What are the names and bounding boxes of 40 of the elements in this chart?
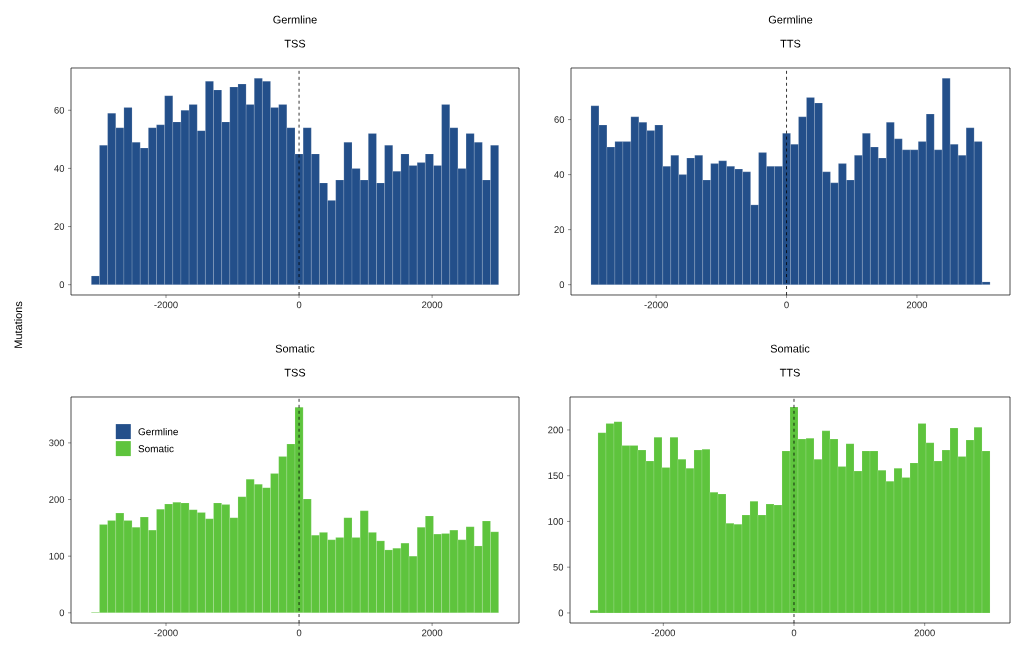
x-tick-label: 0 bbox=[296, 629, 302, 637]
y-tick-label: 200 bbox=[49, 496, 65, 503]
y-tick-label: 60 bbox=[554, 116, 565, 123]
x-tick-label: 2000 bbox=[906, 301, 928, 309]
x-tick-label: 2000 bbox=[422, 301, 443, 309]
x-tick-label: 0 bbox=[784, 301, 789, 309]
y-tick-label: 20 bbox=[554, 226, 565, 233]
y-tick-label: 150 bbox=[548, 472, 564, 480]
x-tick-label: 0 bbox=[791, 629, 797, 637]
y-tick-label: 100 bbox=[548, 518, 564, 525]
y-tick-label: 0 bbox=[59, 609, 65, 617]
y-tick-label: 0 bbox=[59, 281, 65, 289]
y-tick-label: 0 bbox=[559, 281, 565, 289]
chart-title: Germline bbox=[273, 15, 317, 24]
text: Germline bbox=[138, 427, 178, 436]
x-tick-label: 2000 bbox=[422, 629, 443, 637]
y-tick-label: 20 bbox=[54, 223, 65, 230]
y-tick-label: 60 bbox=[54, 106, 65, 114]
chart-subtitle: TSS bbox=[284, 368, 306, 377]
chart-title: Germline bbox=[768, 15, 813, 24]
chart-subtitle: TSS bbox=[284, 39, 306, 48]
x-tick-label: -2000 bbox=[154, 301, 178, 309]
y-tick-label: 40 bbox=[54, 165, 65, 172]
x-tick-label: -2000 bbox=[644, 301, 668, 309]
chart-subtitle: TTS bbox=[779, 368, 800, 377]
x-tick-label: 2000 bbox=[914, 629, 935, 637]
y-tick-label: 200 bbox=[548, 426, 564, 434]
x-tick-label: -2000 bbox=[154, 629, 178, 637]
chart-subtitle: TTS bbox=[780, 39, 801, 48]
legend-label: Somatic bbox=[138, 444, 174, 453]
y-axis-title: Mutations bbox=[14, 301, 23, 348]
y-tick-label: 300 bbox=[49, 439, 65, 447]
y-tick-label: 0 bbox=[558, 609, 564, 617]
chart-title: Somatic bbox=[770, 344, 810, 353]
x-tick-label: 0 bbox=[296, 301, 302, 309]
chart-title: Somatic bbox=[275, 344, 315, 353]
y-tick-label: 100 bbox=[49, 552, 65, 560]
y-tick-label: 50 bbox=[553, 563, 564, 571]
y-tick-label: 40 bbox=[554, 171, 565, 178]
x-tick-label: -2000 bbox=[651, 629, 676, 637]
